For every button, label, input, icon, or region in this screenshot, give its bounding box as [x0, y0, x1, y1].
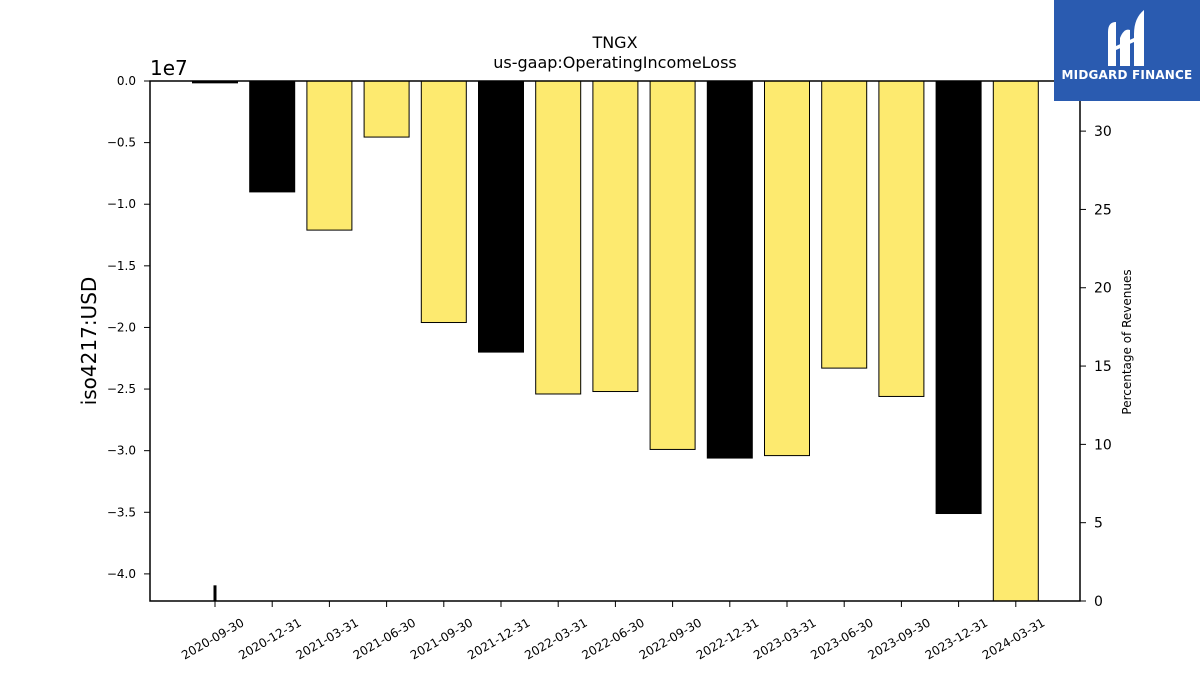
x-tick-label: 2020-12-31	[236, 615, 303, 662]
chart-title: TNGX	[591, 33, 637, 52]
x-tick-label: 2020-09-30	[179, 615, 246, 662]
x-tick-label: 2023-09-30	[865, 615, 932, 662]
y2-tick-label: 0	[1094, 594, 1103, 610]
x-tick-label: 2023-12-31	[923, 615, 990, 662]
y2-tick-label: 30	[1094, 124, 1112, 140]
y2-tick-label: 10	[1094, 437, 1112, 453]
bar-2021-12-31	[478, 80, 524, 353]
bar-2022-09-30	[649, 80, 696, 450]
bar-2022-03-31	[535, 80, 582, 395]
logo-mark-icon	[1108, 10, 1144, 66]
midgard-finance-logo: MIDGARD FINANCE	[1054, 0, 1200, 101]
y2-axis-ticks: 0 5 10 15 20 25 30	[1080, 124, 1112, 610]
x-tick-label: 2022-03-31	[522, 615, 589, 662]
bar-2022-12-31	[706, 80, 753, 459]
bar-2023-03-31	[764, 80, 810, 457]
x-tick-label: 2021-09-30	[408, 615, 475, 662]
y-tick-label: −0.5	[107, 136, 136, 150]
x-tick-label: 2022-12-31	[694, 615, 761, 662]
bar-2021-09-30	[420, 80, 467, 324]
y-tick-label: −4.0	[107, 567, 136, 581]
bar-2023-09-30	[878, 80, 925, 397]
y-axis-ticks: 0.0 −0.5 −1.0 −1.5 −2.0 −2.5 −3.0 −3.5 −4.0	[107, 74, 150, 581]
bar-2022-06-30	[592, 80, 639, 393]
y-tick-label: −3.0	[107, 444, 136, 458]
y-tick-label: −2.0	[107, 320, 136, 334]
x-tick-label: 2023-03-31	[751, 615, 818, 662]
x-tick-label: 2021-06-30	[351, 615, 418, 662]
y2-tick-label: 20	[1094, 281, 1112, 297]
y2-tick-label: 5	[1094, 516, 1103, 532]
y-axis-title: iso4217:USD	[77, 277, 101, 406]
bar-2023-12-31	[935, 80, 982, 515]
bar-2021-06-30	[363, 80, 410, 138]
x-tick-label: 2022-06-30	[579, 615, 646, 662]
x-tick-label: 2021-03-31	[293, 615, 360, 662]
y-tick-label: −2.5	[107, 382, 136, 396]
y-tick-label: 0.0	[117, 74, 136, 88]
x-tick-label: 2022-09-30	[637, 615, 704, 662]
chart-subtitle: us-gaap:OperatingIncomeLoss	[493, 53, 737, 72]
logo-text: MIDGARD FINANCE	[1061, 68, 1193, 82]
bar-2023-06-30	[821, 80, 868, 369]
y2-tick-label: 25	[1094, 202, 1112, 218]
y2-axis-title: Percentage of Revenues	[1120, 269, 1134, 414]
x-tick-label: 2024-03-31	[980, 615, 1047, 662]
x-axis-ticks: 2020-09-302020-12-312021-03-312021-06-30…	[179, 601, 1047, 662]
bar-2020-12-31	[249, 80, 296, 193]
bar-2024-03-31	[992, 80, 1039, 602]
y-tick-label: −1.5	[107, 259, 136, 273]
y2-tick-label: 15	[1094, 359, 1112, 375]
y-tick-label: −3.5	[107, 505, 136, 519]
bar-2021-03-31	[306, 80, 353, 231]
y-tick-label: −1.0	[107, 197, 136, 211]
bars-layer	[192, 80, 1039, 602]
x-tick-label: 2023-06-30	[808, 615, 875, 662]
y-axis-offset-label: 1e7	[150, 56, 188, 80]
plot-frame	[149, 80, 1081, 602]
x-tick-label: 2021-12-31	[465, 615, 532, 662]
